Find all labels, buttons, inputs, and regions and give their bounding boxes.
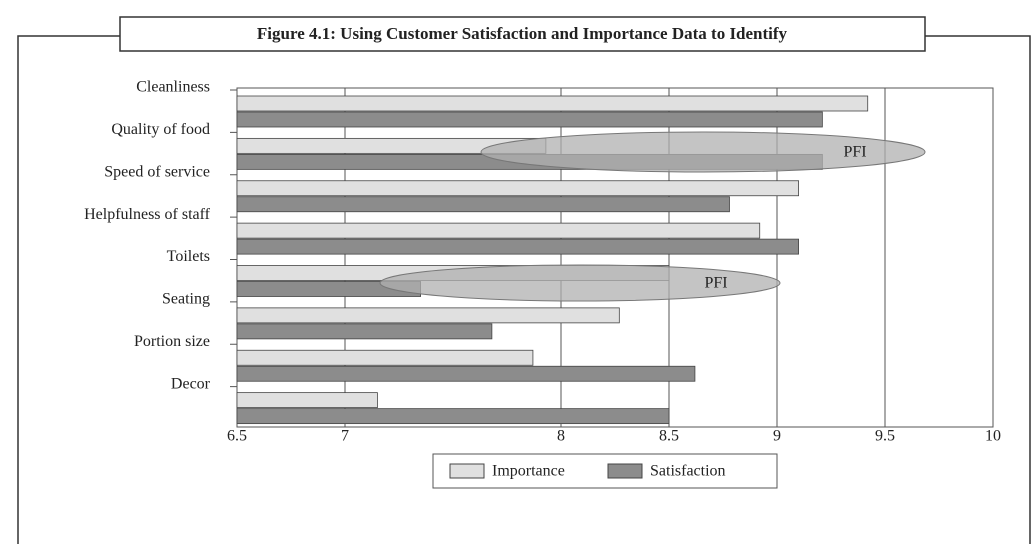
bar xyxy=(236,111,823,128)
y-tick-label: Quality of food xyxy=(111,121,210,138)
bar xyxy=(236,307,620,324)
legend-swatch xyxy=(449,463,485,479)
chart-title: Figure 4.1: Using Customer Satisfaction … xyxy=(257,24,788,43)
x-tick-label: 8 xyxy=(557,428,565,445)
x-tick-label: 8.5 xyxy=(659,428,679,445)
y-tick-label: Cleanliness xyxy=(136,79,210,96)
title-box xyxy=(119,16,926,52)
legend-label: Satisfaction xyxy=(650,463,726,480)
frame xyxy=(925,35,1031,544)
bar xyxy=(236,392,378,409)
frame xyxy=(17,35,120,544)
y-tick-label: Portion size xyxy=(134,333,210,350)
legend-label: Importance xyxy=(492,463,565,480)
x-tick-label: 9.5 xyxy=(875,428,895,445)
y-tick-label: Helpfulness of staff xyxy=(84,206,211,223)
pfi-ellipse xyxy=(480,131,926,173)
bar xyxy=(236,196,730,213)
y-tick-label: Toilets xyxy=(167,248,210,265)
bar xyxy=(236,349,534,366)
pfi-ellipse xyxy=(379,264,781,302)
y-tick-label: Seating xyxy=(162,291,210,308)
bar xyxy=(236,238,799,255)
x-tick-label: 10 xyxy=(985,428,1001,445)
x-tick-label: 6.5 xyxy=(227,428,247,445)
bar xyxy=(236,365,696,382)
annotation: PFI xyxy=(704,275,727,292)
bar xyxy=(236,323,493,340)
bar xyxy=(236,222,761,239)
x-tick-label: 7 xyxy=(341,428,349,445)
y-tick-label: Speed of service xyxy=(104,163,210,180)
legend xyxy=(432,453,778,489)
annotation: PFI xyxy=(843,144,866,161)
bar xyxy=(236,95,869,112)
bar xyxy=(236,408,670,425)
bar xyxy=(236,180,799,197)
y-tick-label: Decor xyxy=(171,375,211,392)
x-tick-label: 9 xyxy=(773,428,781,445)
legend-swatch xyxy=(607,463,643,479)
